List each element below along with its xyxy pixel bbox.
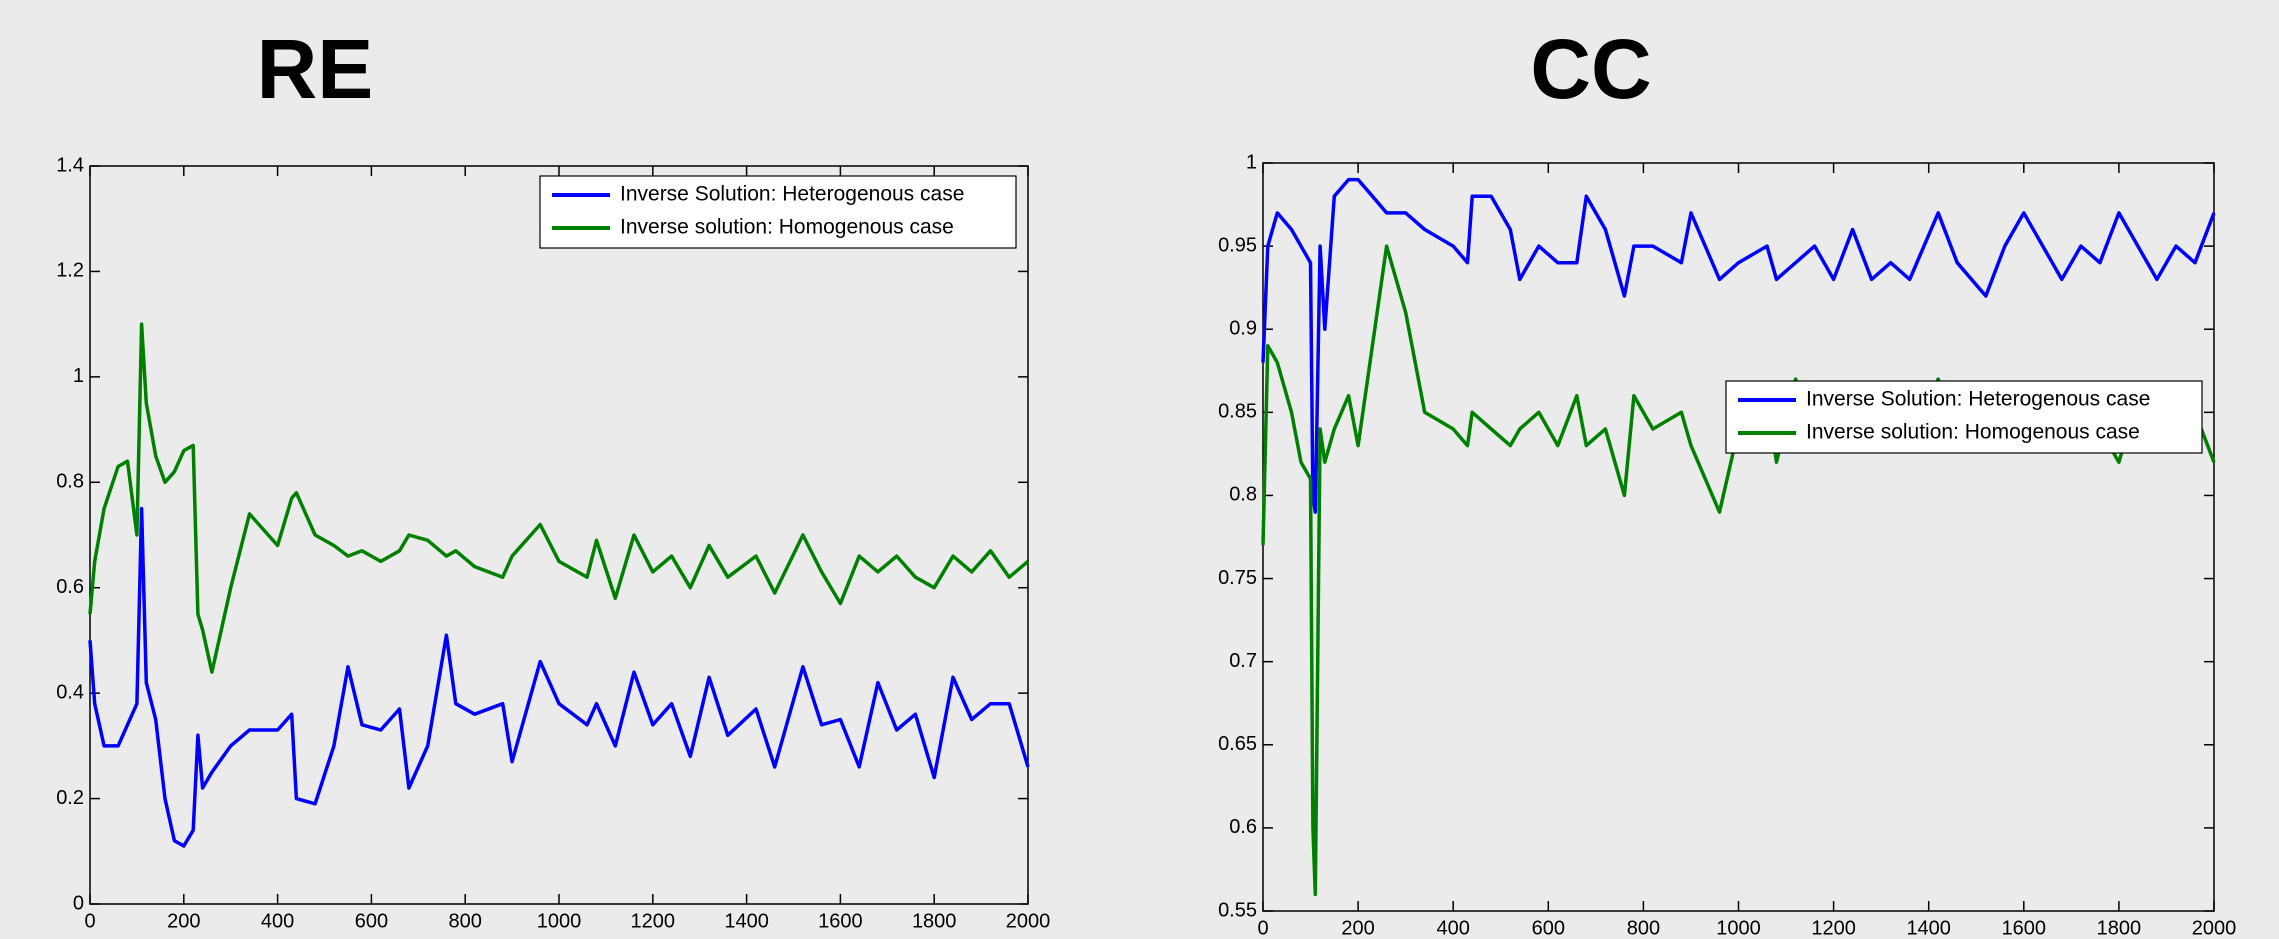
x-tick-label: 400 — [261, 910, 294, 932]
y-tick-label: 0.7 — [1229, 650, 1257, 672]
legend-label: Inverse Solution: Heterogenous case — [620, 183, 964, 206]
x-tick-label: 1800 — [2097, 917, 2142, 939]
y-tick-label: 0.8 — [1229, 484, 1257, 506]
plot-frame — [89, 165, 1029, 905]
y-tick-label: 0.85 — [1218, 401, 1257, 423]
x-tick-label: 1600 — [2002, 917, 2047, 939]
data-line — [88, 506, 1030, 848]
legend-box — [539, 175, 1017, 249]
y-tick-label: 1.2 — [56, 260, 84, 282]
x-tick-label: 1200 — [631, 910, 676, 932]
x-tick-label: 2000 — [1006, 910, 1051, 932]
x-tick-label: 800 — [449, 910, 482, 932]
data-line — [1261, 244, 2216, 897]
x-tick-label: 800 — [1627, 917, 1660, 939]
y-tick-label: 0.4 — [56, 681, 84, 703]
y-tick-label: 0.9 — [1229, 318, 1257, 340]
legend-box — [1725, 380, 2203, 454]
chart: RE 0 200 400 600 800 1000 1200 1400 1600 1800 2000 0… — [56, 22, 1050, 932]
y-tick-label: 0 — [73, 892, 84, 914]
x-tick-label: 0 — [1257, 917, 1268, 939]
x-tick-label: 600 — [1532, 917, 1565, 939]
y-tick-label: 0.2 — [56, 787, 84, 809]
data-line — [1261, 177, 2216, 514]
legend-label: Inverse solution: Homogenous case — [620, 216, 954, 239]
plot-frame — [1262, 162, 2215, 912]
x-tick-label: 1600 — [818, 910, 863, 932]
chart: CC 0 200 400 600 800 1000 1200 1400 1600 1800 2000 0… — [1218, 22, 2236, 939]
y-tick-label: 0.55 — [1218, 899, 1257, 921]
x-tick-label: 1400 — [724, 910, 769, 932]
x-tick-label: 1400 — [1906, 917, 1951, 939]
y-tick-label: 1.4 — [56, 154, 84, 176]
x-tick-label: 1000 — [537, 910, 582, 932]
chart-title: CC — [1530, 22, 1651, 116]
data-line — [88, 322, 1030, 674]
legend-label: Inverse Solution: Heterogenous case — [1806, 388, 2150, 411]
y-tick-label: 1 — [73, 365, 84, 387]
x-tick-label: 0 — [84, 910, 95, 932]
y-tick-label: 0.65 — [1218, 733, 1257, 755]
y-tick-label: 1 — [1246, 151, 1257, 173]
y-tick-label: 0.75 — [1218, 567, 1257, 589]
x-tick-label: 200 — [1341, 917, 1374, 939]
x-tick-label: 1800 — [912, 910, 957, 932]
y-tick-label: 0.6 — [56, 576, 84, 598]
x-tick-label: 200 — [167, 910, 200, 932]
y-tick-label: 0.8 — [56, 471, 84, 493]
y-tick-label: 0.95 — [1218, 234, 1257, 256]
x-tick-label: 1000 — [1716, 917, 1761, 939]
chart-title: RE — [257, 22, 374, 116]
x-tick-label: 2000 — [2192, 917, 2237, 939]
legend-label: Inverse solution: Homogenous case — [1806, 421, 2140, 444]
x-tick-label: 600 — [355, 910, 388, 932]
x-tick-label: 1200 — [1811, 917, 1856, 939]
x-tick-label: 400 — [1437, 917, 1470, 939]
y-tick-label: 0.6 — [1229, 816, 1257, 838]
